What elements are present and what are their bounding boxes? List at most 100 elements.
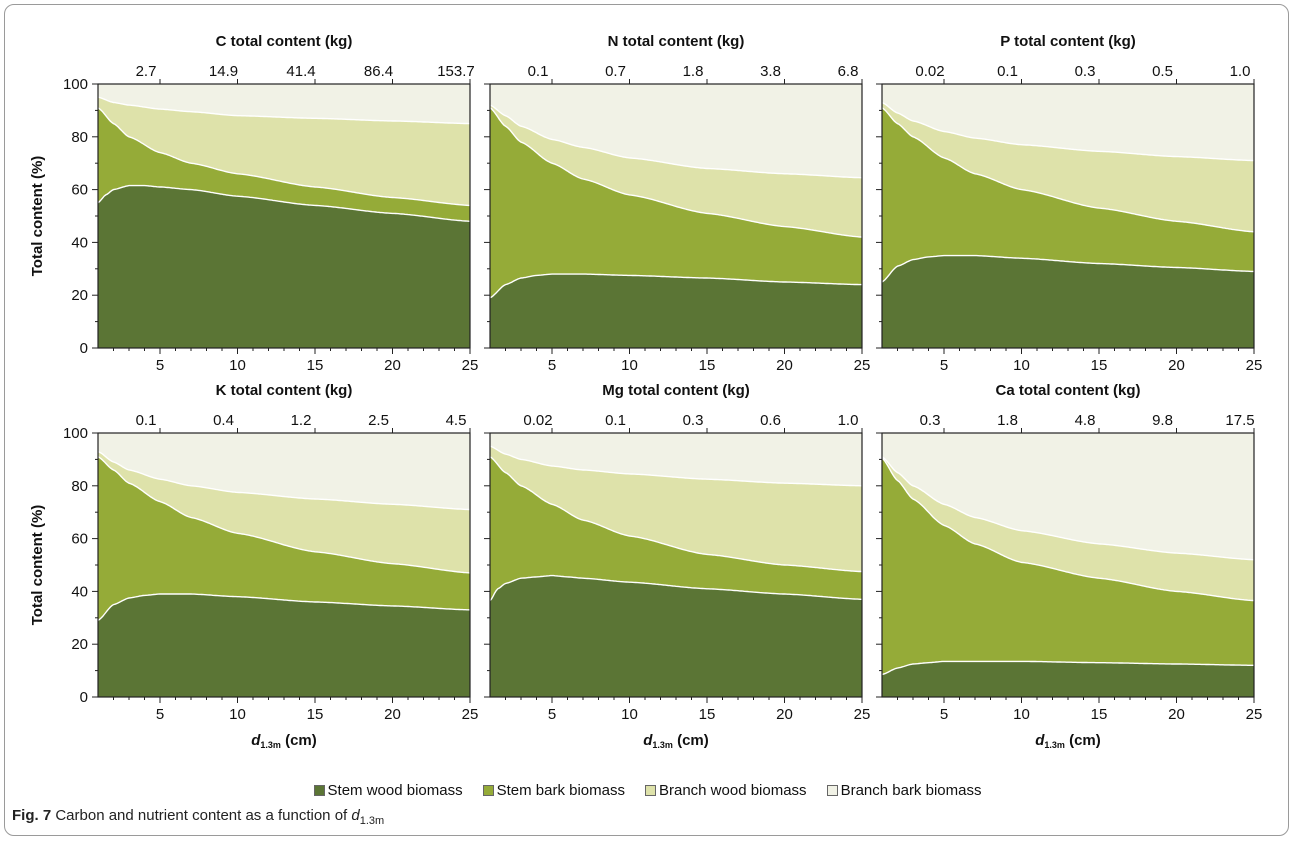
top-tick-label: 4.5 (446, 412, 467, 429)
top-tick-label: 0.1 (605, 412, 626, 429)
boundary-line-stem-bark (97, 456, 471, 574)
area-stem-wood (882, 661, 1254, 697)
x-tick-label: 5 (548, 357, 556, 374)
chart-title: K total content (kg) (216, 382, 353, 399)
y-tick-label: 100 (63, 425, 88, 442)
top-tick-label: 0.1 (528, 63, 549, 80)
y-tick-label: 60 (71, 531, 88, 548)
top-tick-label: 0.3 (1075, 63, 1096, 80)
x-tick-label: 5 (940, 357, 948, 374)
caption-var: d (351, 807, 360, 824)
boundary-line-stem-bark (881, 457, 1255, 602)
boundary-line-stem-wood (489, 574, 862, 602)
legend-label-stem-wood: Stem wood biomass (327, 781, 463, 799)
legend-swatch-branch-bark (826, 784, 838, 796)
boundary-line-branch-wood (489, 445, 862, 487)
y-tick-label: 0 (80, 689, 88, 706)
boundary-line-branch-wood (881, 456, 1254, 561)
x-tick-label: 5 (940, 706, 948, 723)
y-axis-label: Total content (%) (29, 156, 46, 277)
figure-caption: Fig. 7 Carbon and nutrient content as a … (12, 807, 384, 827)
x-tick-label: 25 (854, 706, 871, 723)
y-tick-label: 40 (71, 583, 88, 600)
caption-label: Fig. 7 (12, 807, 52, 824)
area-stem-bark (882, 458, 1254, 697)
top-tick-label: 1.2 (291, 412, 312, 429)
x-tick-label: 10 (621, 706, 638, 723)
boundary-line-stem-wood (97, 184, 471, 222)
x-tick-label: 15 (699, 357, 716, 374)
top-tick-label: 4.8 (1075, 412, 1096, 429)
top-tick-label: 9.8 (1152, 412, 1173, 429)
x-tick-label: 15 (307, 357, 324, 374)
legend-item-branch-wood: Branch wood biomass (644, 781, 807, 799)
chart-title: C total content (kg) (216, 33, 353, 50)
legend-label-stem-bark: Stem bark biomass (496, 781, 625, 799)
boundary-line-stem-wood (881, 660, 1254, 676)
chart-panel-4: 5 10 15 20 25 0.1 0.4 1.2 2.5 4.5 0 20 40 60 80 100 Tota… (29, 382, 478, 750)
chart-title: Ca total content (kg) (996, 382, 1141, 399)
legend-label-branch-bark: Branch bark biomass (840, 781, 982, 799)
y-axis-label: Total content (%) (29, 505, 46, 626)
top-tick-label: 0.1 (997, 63, 1018, 80)
x-tick-label: 20 (776, 357, 793, 374)
chart-panel-3: 5 10 15 20 25 0.02 0.1 0.3 0.5 1.0 P total content… (876, 33, 1262, 374)
x-tick-label: 10 (621, 357, 638, 374)
top-tick-label: 0.02 (523, 412, 552, 429)
area-stem-wood (98, 594, 470, 697)
x-tick-label: 10 (1013, 706, 1030, 723)
top-tick-label: 1.0 (1230, 63, 1251, 80)
boundary-line-stem-wood (881, 254, 1254, 283)
boundary-line-stem-bark (489, 456, 863, 573)
top-tick-label: 0.3 (920, 412, 941, 429)
x-tick-label: 20 (1168, 357, 1185, 374)
top-tick-label: 17.5 (1225, 412, 1254, 429)
x-tick-label: 10 (229, 357, 246, 374)
y-tick-label: 40 (71, 234, 88, 251)
area-stem-wood (490, 575, 862, 697)
top-tick-label: 0.4 (213, 412, 234, 429)
top-tick-label: 0.5 (1152, 63, 1173, 80)
boundary-line-branch-wood (97, 450, 471, 511)
y-tick-label: 80 (71, 478, 88, 495)
x-tick-label: 15 (699, 706, 716, 723)
chart-panel-2: 5 10 15 20 25 0.1 0.7 1.8 3.8 6.8 N total content … (484, 33, 870, 374)
x-tick-label: 25 (462, 357, 479, 374)
y-tick-label: 60 (71, 182, 88, 199)
top-tick-label: 1.8 (683, 63, 704, 80)
chart-title: N total content (kg) (608, 33, 745, 50)
top-tick-label: 1.8 (997, 412, 1018, 429)
legend-label-branch-wood: Branch wood biomass (658, 781, 807, 799)
top-tick-label: 0.02 (915, 63, 944, 80)
x-tick-label: 15 (1091, 357, 1108, 374)
x-tick-label: 20 (384, 706, 401, 723)
chart-panel-6: 5 10 15 20 25 0.3 1.8 4.8 9.8 17.5 Ca total conten… (876, 382, 1262, 750)
y-tick-label: 20 (71, 636, 88, 653)
top-tick-label: 86.4 (364, 63, 393, 80)
boundary-line-stem-bark (97, 107, 470, 207)
y-tick-label: 20 (71, 287, 88, 304)
figure-frame (4, 4, 1289, 836)
legend: Stem wood biomass Stem bark biomass Bran… (0, 778, 1295, 802)
boundary-line-branch-wood (881, 101, 1255, 162)
caption-sub: 1.3m (359, 815, 385, 827)
boundary-line-branch-wood (489, 104, 862, 179)
legend-item-stem-bark: Stem bark biomass (482, 781, 625, 799)
x-axis-label: d1.3m (cm) (643, 732, 709, 750)
x-tick-label: 15 (307, 706, 324, 723)
top-tick-label: 2.7 (136, 63, 157, 80)
x-tick-label: 20 (384, 357, 401, 374)
legend-swatch-stem-bark (482, 784, 494, 796)
chart-panel-1: 5 10 15 20 25 2.7 14.9 41.4 86.4 153.7 0 20 40 60 80 10… (29, 33, 478, 374)
x-tick-label: 25 (1246, 706, 1263, 723)
x-tick-label: 10 (1013, 357, 1030, 374)
y-tick-label: 80 (71, 129, 88, 146)
chart-title: P total content (kg) (1000, 33, 1136, 50)
top-tick-label: 1.0 (838, 412, 859, 429)
x-tick-label: 25 (1246, 357, 1263, 374)
x-tick-label: 25 (854, 357, 871, 374)
legend-item-branch-bark: Branch bark biomass (826, 781, 982, 799)
area-stem-wood (98, 185, 470, 348)
top-tick-label: 14.9 (209, 63, 238, 80)
top-tick-label: 41.4 (286, 63, 315, 80)
